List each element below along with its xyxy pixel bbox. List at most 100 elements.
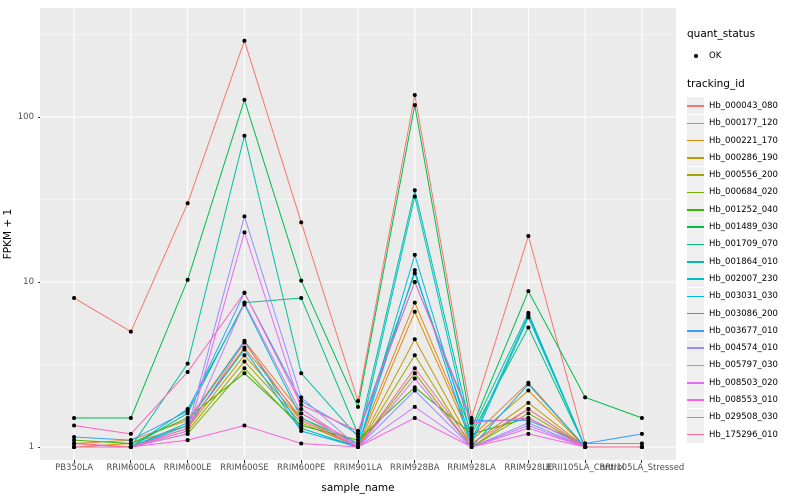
data-point: [242, 133, 247, 138]
legend-line-icon: [687, 295, 704, 298]
legend-label: Hb_001864_010: [709, 256, 778, 267]
legend-key: [687, 426, 704, 444]
data-point: [299, 441, 304, 446]
x-axis-title: sample_name: [321, 482, 395, 494]
legend-line-icon: [687, 278, 704, 280]
x-tick-label: RRIM928BA: [390, 463, 440, 473]
legend-label: Hb_175296_010: [709, 429, 778, 440]
data-point: [526, 406, 531, 411]
legend-label: Hb_000221_170: [709, 135, 778, 146]
x-tick-mark: [471, 460, 473, 463]
legend-key: [687, 149, 704, 167]
data-point: [412, 103, 417, 108]
legend-item-Hb_000177_120: Hb_000177_120: [687, 114, 799, 132]
line-chart: [40, 8, 676, 460]
y-tick-label: 100: [17, 112, 34, 122]
legend-label: Hb_000684_020: [709, 187, 778, 198]
data-point: [526, 382, 531, 387]
x-tick-label: RRII105LA_Control: [545, 463, 625, 473]
data-point: [299, 220, 304, 225]
data-point: [526, 426, 531, 431]
legend-label: Hb_002007_230: [709, 273, 778, 284]
data-point: [128, 438, 133, 443]
legend-label: Hb_004574_010: [709, 343, 778, 354]
legend-key: [687, 391, 704, 409]
data-point: [242, 214, 247, 219]
legend-tracking-items: Hb_000043_080 Hb_000177_120 Hb_000221_170 H…: [687, 97, 799, 444]
data-point: [583, 395, 588, 400]
legend-item-Hb_175296_010: Hb_175296_010: [687, 426, 799, 444]
data-point: [128, 415, 133, 420]
legend-item-Hb_005797_030: Hb_005797_030: [687, 356, 799, 374]
data-point: [299, 295, 304, 300]
y-tick-mark: [37, 446, 40, 448]
legend-line-icon: [687, 347, 704, 349]
data-point: [72, 295, 77, 300]
legend-key: [687, 270, 704, 288]
legend-item-Hb_001709_070: Hb_001709_070: [687, 235, 799, 253]
data-point: [242, 353, 247, 358]
data-point: [242, 366, 247, 371]
data-point: [72, 441, 77, 446]
x-tick-label: RRIM928LA: [447, 463, 496, 473]
legend-line-icon: [687, 191, 704, 194]
data-point: [639, 441, 644, 446]
legend-key: [687, 408, 704, 426]
legend-item-Hb_000684_020: Hb_000684_020: [687, 183, 799, 201]
legend-key: [687, 166, 704, 184]
data-point: [412, 404, 417, 409]
data-point: [72, 438, 77, 443]
data-point: [299, 426, 304, 431]
legend-key: [687, 201, 704, 219]
data-point: [526, 411, 531, 416]
data-point: [72, 434, 77, 439]
data-point: [185, 431, 190, 436]
data-point: [242, 340, 247, 345]
legend-label: Hb_008553_010: [709, 394, 778, 405]
legend-key: [687, 287, 704, 305]
x-tick-mark: [414, 460, 416, 463]
data-point: [356, 445, 360, 449]
y-axis-title: FPKM + 1: [2, 208, 14, 260]
data-point: [583, 441, 588, 446]
legend-label: Hb_001709_070: [709, 239, 778, 250]
legend-label: Hb_029508_030: [709, 412, 778, 423]
data-point: [185, 409, 190, 414]
legend-line-icon: [687, 433, 704, 436]
data-point: [639, 431, 644, 436]
x-tick-mark: [243, 460, 245, 463]
legend: quant_status OK tracking_id Hb_000043_08…: [687, 28, 799, 444]
legend-key: [687, 374, 704, 392]
data-point: [185, 438, 190, 443]
legend-label: Hb_000286_190: [709, 152, 778, 163]
data-point: [356, 431, 360, 436]
data-point: [185, 429, 190, 434]
legend-line-icon: [687, 157, 704, 159]
data-point: [639, 415, 644, 420]
x-tick-mark: [527, 460, 529, 463]
data-point: [128, 329, 133, 334]
legend-key: [687, 132, 704, 150]
legend-line-icon: [687, 260, 704, 263]
legend-line-icon: [687, 330, 704, 332]
data-point: [185, 277, 190, 282]
legend-label-ok: OK: [709, 50, 722, 61]
x-tick-mark: [300, 460, 302, 463]
data-point: [72, 415, 77, 420]
data-point: [412, 252, 417, 257]
legend-label: Hb_000556_200: [709, 170, 778, 181]
legend-item-Hb_002007_230: Hb_002007_230: [687, 270, 799, 288]
legend-label: Hb_005797_030: [709, 360, 778, 371]
legend-item-Hb_008553_010: Hb_008553_010: [687, 391, 799, 409]
data-point: [356, 441, 360, 446]
ok-point-key: [687, 47, 704, 64]
data-point: [412, 309, 417, 314]
data-point: [639, 445, 644, 449]
x-tick-mark: [73, 460, 75, 463]
legend-key: [687, 218, 704, 236]
x-tick-label: RRIM928LE: [504, 463, 553, 473]
data-point: [526, 325, 531, 330]
data-point: [412, 188, 417, 193]
x-tick-mark: [187, 460, 189, 463]
